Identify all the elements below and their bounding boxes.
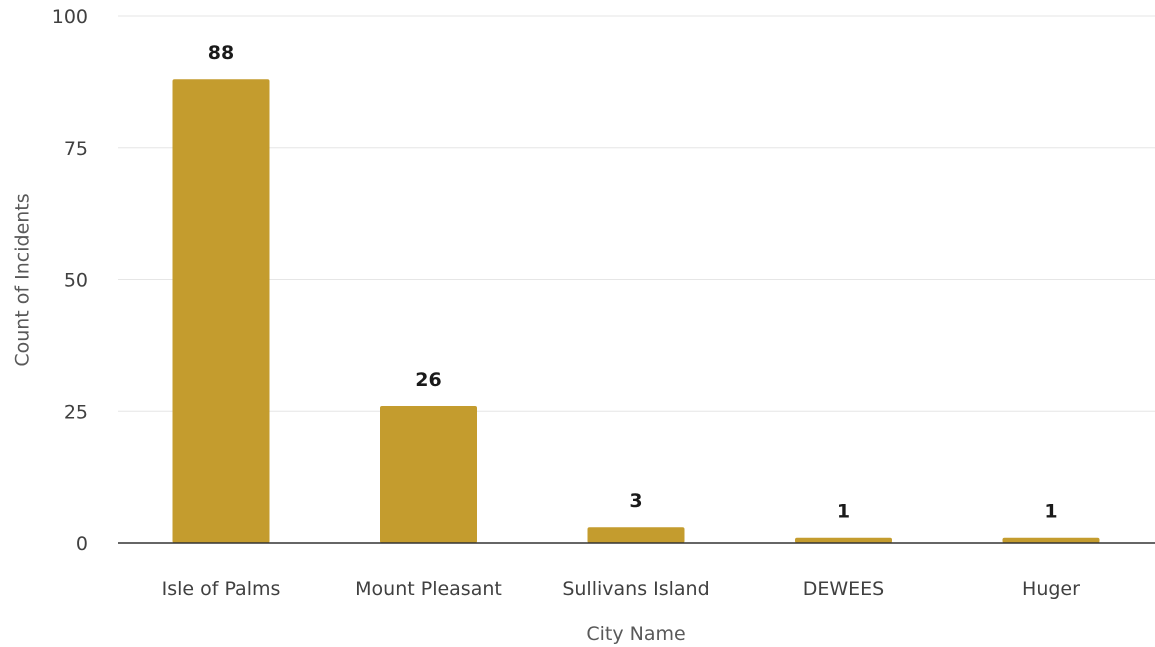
bar-value-label: 3	[629, 490, 642, 512]
y-tick-label: 75	[64, 138, 88, 160]
y-tick-label: 0	[76, 533, 88, 555]
bar[interactable]	[587, 527, 685, 543]
x-tick-label: Huger	[1022, 578, 1080, 600]
bar-value-label: 1	[837, 501, 850, 523]
data-labels: 88 26 3 1 1	[208, 42, 1058, 522]
x-axis-title: City Name	[586, 623, 685, 645]
gridlines	[118, 15, 1155, 412]
y-axis-ticks: 0 25 50 75 100	[52, 6, 88, 555]
y-tick-label: 100	[52, 6, 88, 28]
x-tick-label: Isle of Palms	[162, 578, 281, 600]
bar-value-label: 88	[208, 42, 234, 64]
bar-value-label: 1	[1044, 501, 1057, 523]
x-tick-label: Sullivans Island	[562, 578, 709, 600]
bar-value-label: 26	[415, 369, 441, 391]
bars	[172, 79, 1100, 544]
bar[interactable]	[380, 405, 477, 543]
y-axis-title: Count of Incidents	[12, 193, 34, 366]
bar[interactable]	[172, 79, 270, 544]
x-axis-ticks: Isle of Palms Mount Pleasant Sullivans Isl…	[162, 578, 1081, 600]
x-tick-label: Mount Pleasant	[355, 578, 502, 600]
bar[interactable]	[1002, 537, 1100, 543]
x-tick-label: DEWEES	[803, 578, 885, 600]
y-tick-label: 25	[64, 401, 88, 423]
bar[interactable]	[795, 537, 892, 543]
y-tick-label: 50	[64, 270, 88, 292]
